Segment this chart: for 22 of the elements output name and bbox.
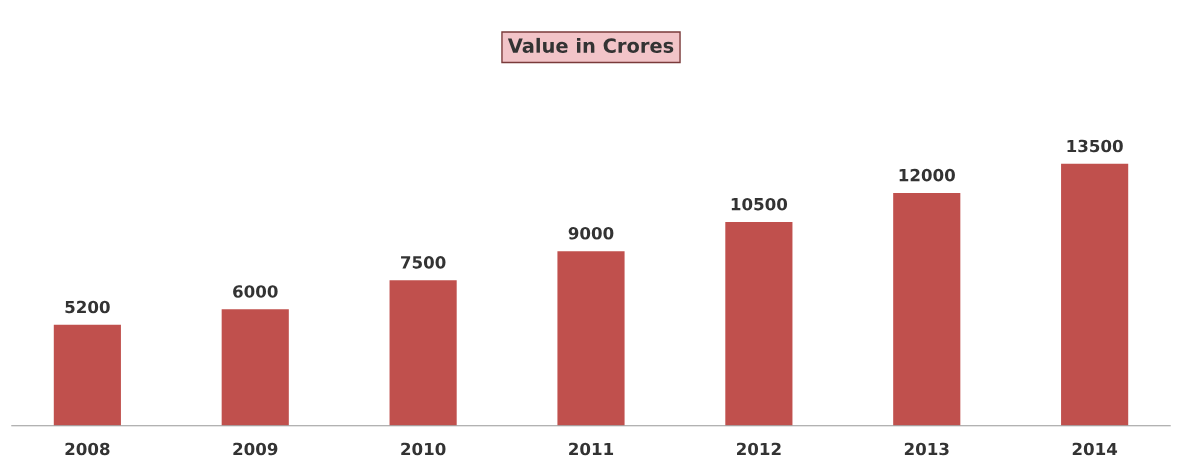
bar	[221, 309, 289, 426]
x-tick-label: 2010	[401, 442, 446, 456]
x-tick-label: 2014	[1072, 442, 1118, 456]
bar	[557, 251, 625, 426]
bar	[1061, 163, 1129, 426]
x-tick-label: 2009	[233, 442, 278, 456]
bar	[53, 324, 121, 426]
chart-title: Value in Crores	[507, 37, 674, 53]
x-tick-label: 2008	[65, 442, 110, 456]
data-label: 13500	[1067, 139, 1123, 153]
bar	[893, 192, 961, 426]
data-label: 12000	[899, 168, 955, 182]
data-label: 7500	[401, 256, 446, 269]
x-tick-label: 2011	[569, 442, 614, 456]
bar	[389, 280, 457, 426]
data-label: 6000	[233, 285, 278, 298]
x-tick-label: 2013	[904, 442, 949, 456]
data-label: 5200	[65, 300, 110, 314]
data-label: 9000	[568, 226, 614, 240]
bar	[725, 222, 793, 426]
data-label: 10500	[731, 197, 788, 211]
x-tick-label: 2012	[737, 442, 781, 456]
